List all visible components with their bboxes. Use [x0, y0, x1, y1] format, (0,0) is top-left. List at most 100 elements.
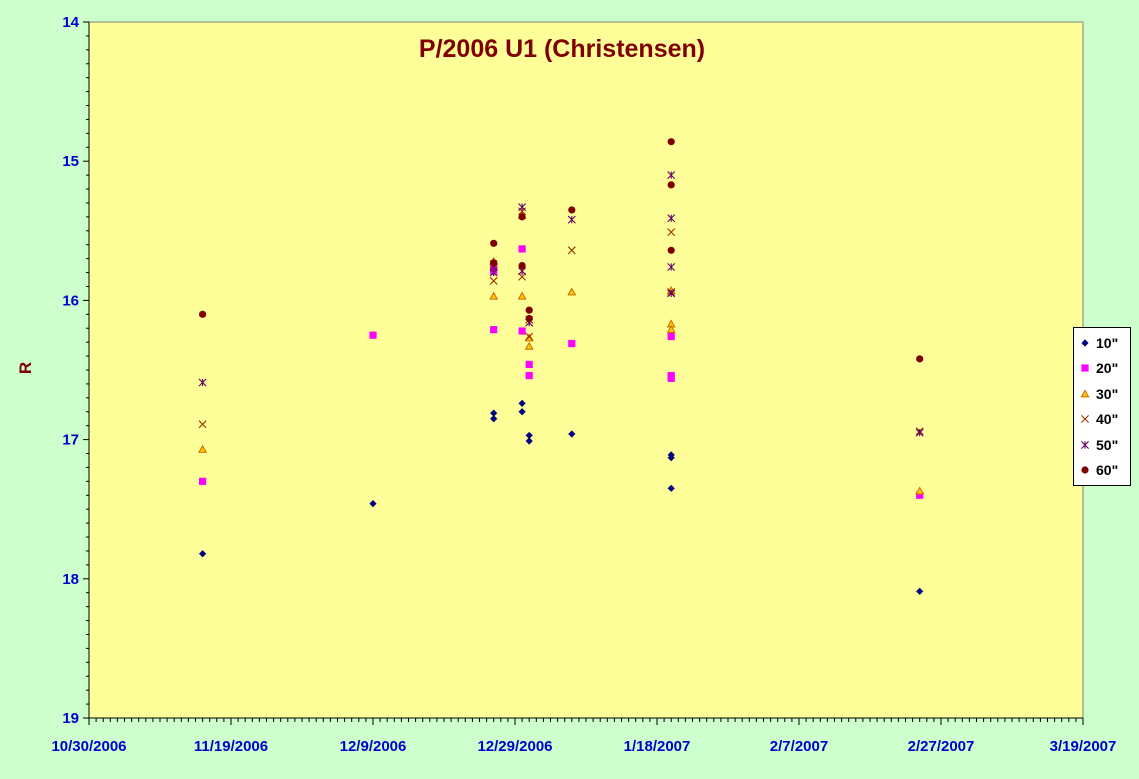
series-5: [198, 171, 924, 437]
legend-label: 30": [1096, 385, 1119, 402]
data-point: [667, 374, 675, 382]
legend-marker: [1081, 415, 1089, 424]
chart-title: P/2006 U1 (Christensen): [419, 35, 705, 63]
legend-label: 40": [1096, 411, 1119, 428]
legend-marker-shape: [1081, 415, 1089, 424]
data-point: [568, 339, 576, 348]
data-point: [518, 408, 526, 416]
data-point: [517, 291, 527, 300]
legend-marker: [1081, 440, 1089, 449]
points-layer: [198, 138, 925, 595]
data-point: [667, 332, 675, 341]
y-tick-label: 14: [62, 14, 79, 31]
data-point: [525, 360, 533, 369]
data-point: [489, 276, 498, 285]
legend-label: 60": [1096, 462, 1119, 479]
data-point: [198, 444, 208, 453]
data-point: [518, 399, 526, 408]
data-point: [525, 332, 534, 341]
x-tick-label: 11/19/2006: [194, 738, 268, 755]
data-point: [667, 246, 675, 254]
legend-item: 50": [1078, 432, 1130, 458]
data-point: [518, 262, 526, 270]
data-point: [667, 181, 675, 189]
data-point: [198, 420, 207, 429]
legend-marker-shape: [1081, 364, 1089, 372]
y-axis: 14 15 16 17 18 19: [62, 14, 90, 727]
data-point: [915, 486, 925, 495]
y-tick-label: 17: [62, 432, 79, 449]
legend-marker: [1081, 466, 1089, 474]
y-axis-label: R: [16, 362, 35, 374]
data-point: [490, 259, 498, 267]
legend-label: 50": [1096, 436, 1119, 453]
data-point: [916, 587, 924, 595]
x-tick-label: 12/9/2006: [340, 738, 407, 755]
data-point: [524, 341, 534, 350]
legend-marker-shape: [1081, 440, 1089, 449]
data-point: [568, 430, 576, 438]
data-point: [667, 214, 676, 223]
legend-item: 10": [1078, 330, 1130, 356]
data-point: [667, 454, 675, 462]
data-point: [490, 415, 498, 423]
data-point: [666, 325, 676, 334]
x-tick-label: 12/29/2006: [477, 738, 552, 755]
data-point: [667, 484, 675, 492]
data-point: [518, 213, 526, 221]
legend-label: 10": [1096, 334, 1119, 351]
data-point: [567, 246, 576, 255]
data-point: [567, 287, 577, 296]
data-point: [490, 326, 498, 334]
data-point: [667, 171, 676, 180]
legend-label: 20": [1096, 360, 1119, 377]
legend-item: 20": [1078, 356, 1130, 382]
data-point: [525, 431, 533, 440]
data-point: [667, 289, 676, 298]
series-6: [199, 138, 924, 363]
legend-marker: [1081, 364, 1089, 372]
data-point: [667, 263, 676, 271]
data-point: [525, 437, 533, 445]
data-point: [568, 206, 576, 214]
legend-marker: [1081, 339, 1089, 347]
x-tick-label: 3/19/2007: [1050, 738, 1117, 755]
legend-marker-shape: [1080, 389, 1090, 398]
data-point: [489, 268, 498, 277]
x-tick-label: 10/30/2006: [51, 738, 126, 755]
data-point: [518, 245, 526, 253]
plot-area: [88, 21, 1084, 719]
data-point: [490, 239, 498, 247]
data-point: [525, 314, 533, 323]
data-point: [369, 500, 377, 508]
data-point: [518, 327, 526, 335]
data-point: [199, 477, 207, 485]
data-point: [199, 550, 207, 558]
legend-marker-shape: [1081, 466, 1089, 474]
x-tick-label: 2/7/2007: [770, 738, 828, 755]
data-point: [567, 215, 576, 224]
x-tick-label: 1/18/2007: [624, 738, 691, 755]
data-point: [490, 409, 498, 417]
data-point: [489, 291, 499, 300]
series-1: [199, 399, 924, 595]
y-tick-label: 18: [62, 571, 79, 588]
data-point: [525, 306, 533, 314]
data-point: [199, 310, 207, 318]
data-point: [916, 355, 924, 363]
x-tick-label: 2/27/2007: [908, 738, 975, 755]
data-point: [667, 138, 675, 146]
legend: 10" 20" 30" 40" 50" 60": [1073, 327, 1131, 486]
legend-item: 40": [1078, 407, 1130, 433]
legend-item: 30": [1078, 381, 1130, 407]
y-tick-label: 15: [62, 153, 79, 170]
legend-marker: [1080, 389, 1090, 398]
x-axis: 10/30/2006 11/19/2006 12/9/2006 12/29/2006 1…: [51, 717, 1117, 755]
data-point: [916, 491, 924, 499]
legend-item: 60": [1078, 458, 1130, 484]
data-point: [915, 428, 924, 437]
data-point: [518, 203, 527, 212]
data-point: [198, 378, 207, 387]
